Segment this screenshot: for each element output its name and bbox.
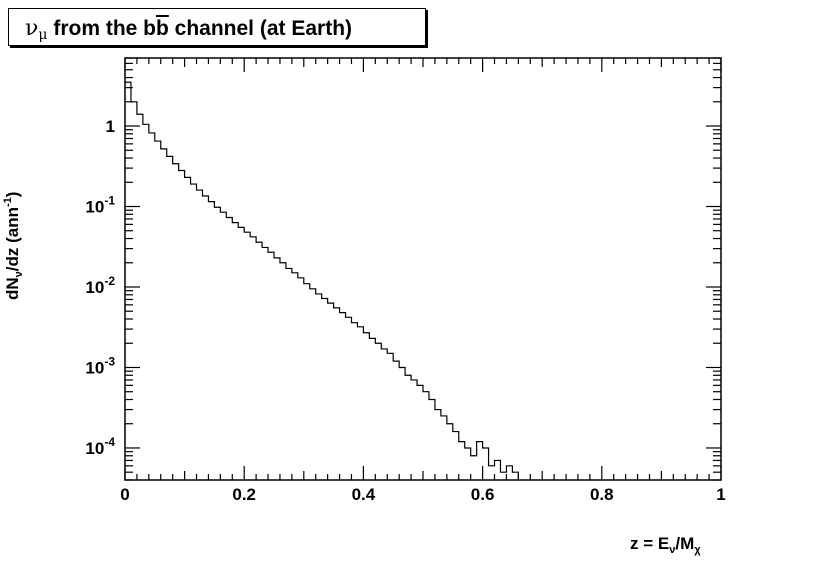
x-tick-label: 0.8 bbox=[590, 485, 614, 504]
title-particle: ν bbox=[25, 16, 39, 41]
y-tick-label: 10-2 bbox=[85, 274, 115, 297]
title-post: channel (at Earth) bbox=[168, 17, 353, 40]
x-tick-label: 0.6 bbox=[471, 485, 495, 504]
x-tick-label: 0.2 bbox=[232, 485, 256, 504]
histogram-series bbox=[125, 81, 519, 480]
y-tick-label: 10-4 bbox=[85, 435, 115, 458]
plot-frame bbox=[124, 57, 722, 481]
title-b: b bbox=[143, 17, 156, 40]
chart-title: νμ from the bb channel (at Earth) bbox=[25, 16, 352, 43]
title-bbar: b bbox=[156, 17, 169, 40]
x-tick-label: 1 bbox=[716, 485, 725, 504]
title-pre: from the bbox=[53, 17, 144, 40]
title-particle-subscript: μ bbox=[38, 27, 48, 43]
x-axis-label: z = Eν/Mχ bbox=[630, 534, 701, 556]
y-tick-label: 10-1 bbox=[85, 194, 115, 217]
x-tick-label: 0.4 bbox=[352, 485, 376, 504]
y-tick-label: 1 bbox=[106, 117, 115, 136]
chart-title-box: νμ from the bb channel (at Earth) bbox=[8, 8, 426, 46]
y-tick-label: 10-3 bbox=[85, 354, 115, 377]
x-tick-label: 0 bbox=[120, 485, 129, 504]
